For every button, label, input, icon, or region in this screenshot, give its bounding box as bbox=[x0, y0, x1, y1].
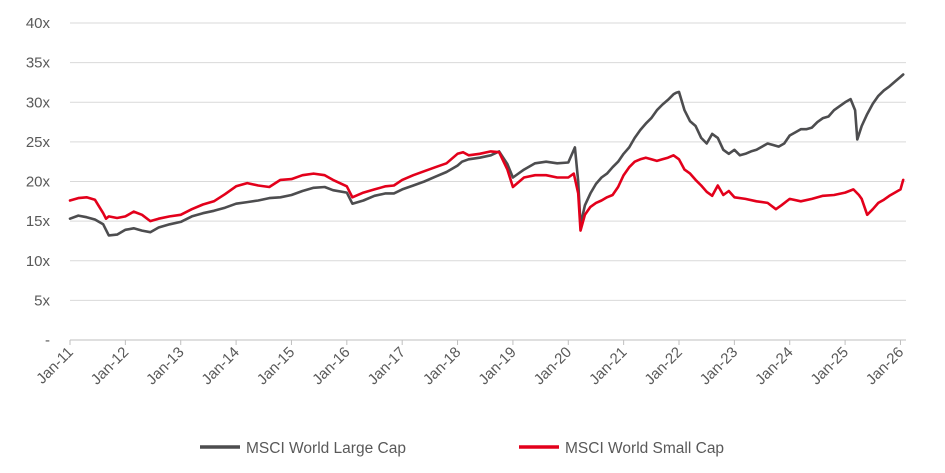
x-tick-label: Jan-13 bbox=[143, 344, 187, 388]
x-tick-label: Jan-26 bbox=[863, 344, 907, 388]
x-axis-tick-labels: Jan-11 Jan-12 Jan-13 Jan-14 Jan-15 Jan-16 Jan-… bbox=[33, 344, 907, 388]
x-tick-label: Jan-24 bbox=[752, 344, 796, 388]
x-tick-label: Jan-25 bbox=[807, 344, 851, 388]
y-axis-tick-labels: - 5x 10x 15x 20x 25x 30x 35x 40x bbox=[26, 15, 51, 349]
x-tick-label: Jan-15 bbox=[254, 344, 298, 388]
legend: MSCI World Large Cap MSCI World Small Ca… bbox=[200, 440, 724, 457]
x-tick-label: Jan-17 bbox=[365, 344, 409, 388]
x-tick-label: Jan-22 bbox=[641, 344, 685, 388]
y-tick-label: 25x bbox=[26, 134, 51, 151]
x-tick-label: Jan-11 bbox=[33, 344, 77, 388]
x-tick-label: Jan-20 bbox=[531, 344, 575, 388]
series-line-small-cap bbox=[68, 150, 905, 232]
y-tick-label: 30x bbox=[26, 94, 51, 111]
x-tick-label: Jan-12 bbox=[88, 344, 132, 388]
x-tick-label: Jan-19 bbox=[475, 344, 519, 388]
series-lines bbox=[68, 73, 905, 237]
y-tick-label: 35x bbox=[26, 55, 51, 72]
y-tick-label: 10x bbox=[26, 253, 51, 270]
x-axis-tick-marks bbox=[69, 340, 901, 345]
x-tick-label: Jan-23 bbox=[697, 344, 741, 388]
y-tick-label: 20x bbox=[26, 174, 51, 191]
gridlines bbox=[70, 22, 906, 301]
x-tick-label: Jan-21 bbox=[586, 344, 630, 388]
legend-label-large-cap: MSCI World Large Cap bbox=[246, 440, 406, 457]
y-tick-label: 5x bbox=[34, 292, 50, 309]
x-tick-label: Jan-14 bbox=[198, 344, 242, 388]
legend-label-small-cap: MSCI World Small Cap bbox=[565, 440, 724, 457]
y-tick-label: 40x bbox=[26, 15, 51, 32]
series-line-large-cap bbox=[68, 73, 905, 237]
y-tick-label: 15x bbox=[26, 213, 51, 230]
y-tick-label: - bbox=[45, 332, 50, 349]
x-tick-label: Jan-18 bbox=[420, 344, 464, 388]
x-tick-label: Jan-16 bbox=[309, 344, 353, 388]
